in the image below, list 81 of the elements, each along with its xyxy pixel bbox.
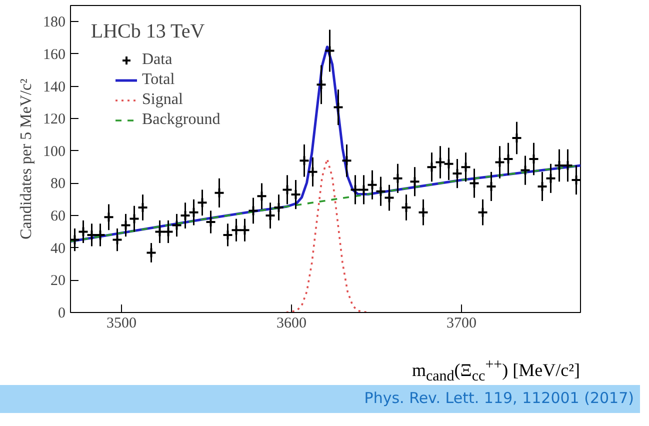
point (256, 190, 268, 202)
annotation: LHCb 13 TeV (90, 20, 206, 42)
point (418, 206, 429, 218)
point (366, 179, 378, 190)
point (426, 162, 438, 173)
point (103, 212, 114, 223)
point (196, 197, 208, 208)
x-tick-label: 3500 (106, 316, 136, 332)
legend-label: Signal (142, 91, 183, 109)
point (384, 192, 395, 204)
point (298, 155, 310, 166)
y-tick-label: 120 (43, 112, 66, 128)
y-tick-label: 160 (43, 46, 66, 63)
point (545, 172, 556, 184)
point (460, 162, 472, 173)
point (171, 220, 182, 231)
y-tick-label: 180 (43, 14, 66, 31)
line-series (286, 158, 369, 312)
point (554, 160, 565, 171)
point (180, 210, 191, 222)
point (400, 202, 412, 213)
point (316, 79, 327, 90)
text: Phys. Rev. Lett. 119, 112001 (2017) (364, 388, 634, 409)
point (520, 164, 531, 176)
point (443, 158, 454, 170)
point (494, 156, 506, 168)
y-tick-label: 20 (50, 273, 66, 290)
point (188, 206, 200, 218)
point (324, 45, 336, 56)
point (452, 168, 463, 180)
point (222, 229, 234, 240)
point (248, 205, 259, 216)
x-tick-label: 3700 (446, 316, 476, 332)
point (112, 234, 123, 246)
y-tick-label: 40 (50, 240, 66, 257)
point (528, 154, 540, 164)
point (154, 226, 166, 238)
point (264, 210, 276, 222)
point (341, 155, 352, 166)
point (570, 174, 580, 186)
legend-label: Data (142, 51, 172, 69)
y-tick-label: 60 (50, 208, 66, 225)
point (536, 180, 548, 192)
point (137, 202, 148, 213)
point (502, 154, 514, 164)
point (350, 184, 361, 196)
point (120, 220, 132, 231)
point (468, 178, 480, 189)
point (273, 202, 284, 213)
point (146, 247, 157, 258)
point (205, 216, 216, 228)
y-tick-label: 0 (58, 306, 66, 322)
point (282, 184, 293, 196)
point (307, 166, 318, 178)
point (434, 156, 446, 168)
point (290, 189, 302, 200)
point (86, 229, 98, 240)
point (94, 229, 106, 240)
x-axis-title: m$_{cand}$(Ξ$_{cc}$$^{++}$) [MeV/c²] (412, 356, 580, 387)
point (162, 226, 174, 238)
point (230, 224, 242, 236)
point (392, 172, 404, 184)
point (511, 132, 522, 144)
y-axis-title: Candidates per 5 MeV/c² (18, 78, 35, 240)
point (477, 206, 488, 218)
point (375, 186, 386, 197)
point (78, 226, 89, 238)
legend-label: Total (142, 71, 175, 89)
point (358, 184, 370, 196)
x-tick-label: 3600 (276, 316, 306, 332)
y-tick-label: 80 (50, 176, 66, 192)
legend-label: Background (142, 111, 220, 129)
point (332, 102, 344, 113)
point (409, 176, 420, 188)
point (128, 213, 140, 224)
point (486, 180, 497, 192)
y-tick-label: 100 (43, 144, 66, 160)
point (239, 224, 250, 236)
point (70, 234, 80, 246)
point (214, 187, 225, 198)
y-tick-label: 140 (43, 79, 66, 96)
